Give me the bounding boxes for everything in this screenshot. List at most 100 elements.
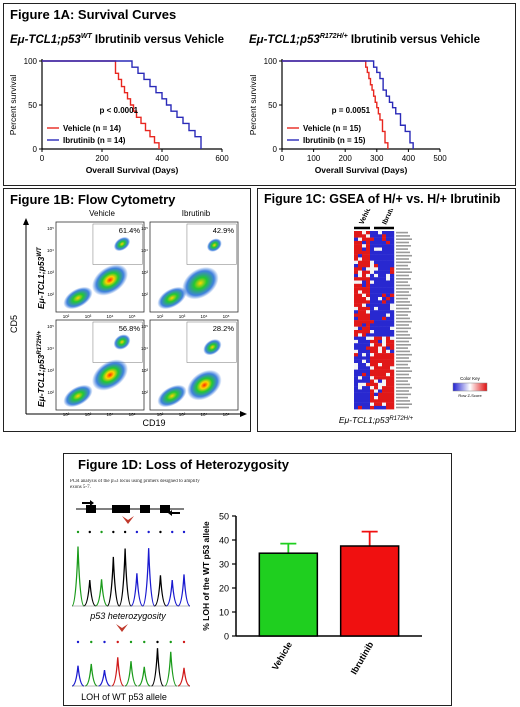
heatmap-cell	[354, 366, 359, 370]
heatmap-cell	[354, 346, 359, 350]
gate-percent: 28.2%	[213, 324, 235, 333]
mutation-marker-heterozygous	[122, 516, 134, 524]
label-heterozygosity: p53 heterozygosity	[89, 611, 166, 621]
flow-y-tick: 10³	[47, 368, 54, 373]
bar-vehicle	[258, 552, 319, 637]
legend-label: Vehicle (n = 14)	[63, 124, 121, 133]
heatmap-cell	[378, 363, 383, 367]
heatmap-cell	[366, 297, 371, 301]
heatmap-cell	[358, 399, 363, 403]
loh-bar-chart: 0 10 20 30 40 50 % LOH of the WT p53 allele Veh…	[201, 512, 422, 677]
cell-population	[113, 334, 131, 350]
cell-population	[203, 339, 222, 356]
heatmap-cell	[362, 386, 367, 390]
heatmap-cell	[358, 353, 363, 357]
heatmap-cell	[386, 372, 391, 377]
heatmap-cell	[366, 244, 371, 248]
flow-x-tick: 10⁵	[129, 314, 136, 319]
heatmap-cell	[358, 316, 363, 321]
heatmap-color-key: Color Key Row Z-Score	[452, 376, 488, 398]
heatmap-cell	[386, 316, 391, 321]
heatmap-cell	[386, 336, 391, 341]
trace-peak	[71, 546, 85, 607]
heatmap-cell	[362, 244, 367, 248]
pcr-note-wrap: PCR analysis of the p53 locus using prim…	[70, 479, 200, 490]
heatmap-cell	[358, 280, 363, 284]
figure-1c-panel: Figure 1C: GSEA of H/+ vs. H/+ Ibrutinib…	[257, 188, 516, 432]
heatmap-cell	[382, 399, 387, 403]
heatmap-cell	[354, 260, 359, 265]
heatmap-cell	[378, 389, 383, 393]
heatmap-cell	[390, 290, 395, 294]
trace-peak	[164, 651, 178, 687]
cell-population	[91, 264, 129, 296]
flow-x-tick: 10⁴	[107, 412, 114, 417]
heatmap-cell	[382, 290, 387, 294]
heatmap-cell	[366, 257, 371, 261]
heatmap-cell	[382, 363, 387, 367]
heatmap-cell	[378, 313, 383, 317]
flow-x-tick: 10⁴	[201, 314, 208, 319]
heatmap-cell	[390, 356, 395, 360]
heatmap-cell	[358, 366, 363, 370]
heatmap-cell	[378, 330, 383, 334]
heatmap-cell	[386, 333, 391, 337]
flow-x-tick: 10³	[179, 314, 186, 319]
heatmap-cell	[362, 300, 367, 304]
heatmap-cell	[362, 366, 367, 370]
base-call	[88, 530, 91, 534]
heatmap-cell	[358, 283, 363, 288]
heatmap-cell	[370, 231, 375, 235]
x-axis-label: Overall Survival (Days)	[315, 165, 408, 175]
heatmap-cell	[362, 392, 367, 397]
heatmap-cell	[358, 339, 363, 344]
heatmap-cell	[362, 363, 367, 367]
heatmap-cell	[374, 280, 379, 284]
heatmap-footer-sup: R172H/+	[389, 416, 413, 422]
heatmap-cell	[354, 386, 359, 390]
heatmap-cell	[382, 326, 387, 331]
heatmap-cell	[366, 363, 371, 367]
heatmap-cell	[386, 366, 391, 370]
heatmap-cell	[358, 244, 363, 248]
heatmap-cell	[378, 234, 383, 238]
heatmap-cell	[378, 356, 383, 360]
heatmap-cell	[362, 320, 367, 324]
heatmap-cell	[354, 363, 359, 367]
heatmap-cell	[386, 244, 391, 248]
heatmap-cell	[386, 240, 391, 245]
heatmap-cell	[354, 303, 359, 308]
figure-1a-panel: Figure 1A: Survival Curves Eμ-TCL1;p53WT…	[3, 3, 516, 186]
heatmap-cell	[382, 382, 387, 387]
heatmap-cell	[378, 399, 383, 403]
heatmap-cell	[358, 343, 363, 347]
heatmap-cell	[358, 247, 363, 251]
heatmap-cell	[390, 247, 395, 251]
heatmap-cell	[366, 356, 371, 360]
flow-y-tick: 10³	[141, 270, 148, 275]
heatmap-cell	[378, 240, 383, 245]
heatmap-cell	[366, 303, 371, 308]
trace-peak	[95, 579, 108, 607]
bar-y-tick-label: 0	[224, 632, 229, 642]
chromatogram-heterozygous	[71, 530, 191, 607]
base-call	[76, 640, 80, 644]
x-tick-label: 400	[155, 154, 169, 163]
heatmap-cell	[366, 290, 371, 294]
heatmap-cell	[386, 389, 391, 393]
bar-category-label: Ibrutinib	[349, 640, 376, 677]
heatmap-cell	[374, 372, 379, 377]
heatmap-cell	[382, 237, 387, 242]
heatmap-cell	[366, 267, 371, 271]
bar-y-tick-label: 10	[219, 608, 229, 618]
flow-y-tick: 10⁴	[141, 346, 148, 351]
heatmap-cell	[390, 293, 395, 298]
cell-population	[187, 369, 222, 401]
heatmap-cell	[362, 313, 367, 317]
heatmap-cell	[370, 359, 375, 364]
heatmap-cell	[374, 396, 379, 400]
heatmap-cell	[382, 250, 387, 255]
heatmap-cell	[370, 336, 375, 341]
heatmap-cell	[386, 330, 391, 334]
heatmap-cell	[386, 376, 391, 380]
